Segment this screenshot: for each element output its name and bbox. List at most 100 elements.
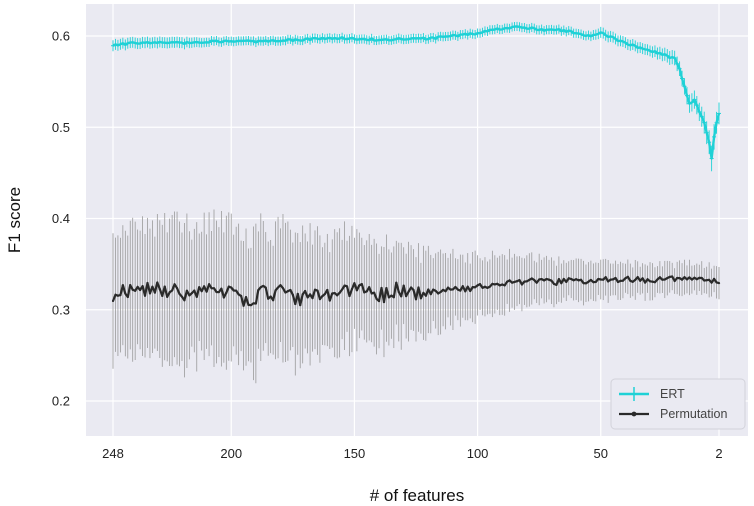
permutation-marker (232, 289, 235, 292)
permutation-marker (614, 276, 617, 280)
permutation-marker (432, 288, 435, 291)
permutation-marker (294, 302, 297, 306)
permutation-marker (587, 280, 590, 283)
permutation-marker (385, 286, 388, 290)
permutation-marker (557, 278, 560, 281)
permutation-marker (161, 294, 164, 298)
permutation-marker (141, 285, 144, 288)
permutation-marker (459, 289, 462, 292)
permutation-marker (259, 286, 262, 289)
permutation-marker (336, 294, 339, 297)
permutation-marker (545, 277, 548, 281)
permutation-marker (577, 279, 580, 282)
permutation-marker (387, 296, 391, 299)
permutation-marker (377, 299, 381, 303)
permutation-marker (579, 278, 583, 281)
permutation-marker (111, 299, 115, 303)
permutation-marker (666, 277, 669, 280)
permutation-marker (542, 279, 546, 282)
permutation-marker (316, 289, 319, 292)
permutation-marker (429, 293, 432, 296)
permutation-marker (163, 285, 166, 288)
permutation-marker (528, 278, 531, 281)
permutation-marker (508, 279, 511, 282)
permutation-marker (550, 279, 553, 282)
legend: ERT Permutation (610, 378, 746, 430)
permutation-marker (225, 291, 228, 294)
permutation-marker (239, 294, 243, 297)
permutation-marker (562, 277, 565, 281)
permutation-marker (171, 289, 174, 292)
x-tick-labels: 248 200 150 100 50 2 (102, 446, 722, 461)
permutation-marker (313, 288, 317, 291)
permutation-marker (299, 304, 302, 307)
permutation-marker (503, 284, 506, 287)
permutation-marker (328, 299, 331, 302)
permutation-marker (254, 302, 257, 305)
permutation-marker (395, 281, 398, 284)
y-axis-label: F1 score (5, 187, 24, 253)
permutation-marker (464, 290, 467, 293)
permutation-marker (518, 279, 521, 282)
permutation-marker (478, 283, 482, 286)
permutation-marker (200, 290, 203, 293)
permutation-marker (417, 286, 420, 289)
x-tick-label: 200 (220, 446, 242, 461)
permutation-marker (582, 282, 585, 285)
permutation-marker (284, 291, 287, 294)
permutation-marker (621, 279, 625, 282)
permutation-marker (648, 280, 652, 283)
permutation-marker (222, 296, 225, 299)
permutation-marker (427, 288, 430, 291)
permutation-marker (230, 286, 233, 289)
permutation-marker (405, 295, 408, 298)
legend-box (610, 378, 746, 430)
permutation-marker (634, 278, 637, 282)
permutation-marker (626, 275, 629, 278)
permutation-marker (407, 290, 410, 293)
permutation-marker (114, 293, 117, 296)
permutation-marker (365, 290, 368, 293)
permutation-marker (488, 285, 492, 288)
permutation-marker (466, 285, 469, 288)
permutation-marker (589, 278, 593, 282)
permutation-marker (444, 290, 447, 293)
permutation-marker (148, 292, 152, 295)
permutation-marker (247, 303, 250, 307)
permutation-marker (540, 278, 543, 281)
permutation-marker (434, 289, 437, 293)
permutation-marker (607, 280, 610, 283)
y-tick-label: 0.5 (52, 120, 70, 135)
permutation-marker (414, 298, 418, 301)
permutation-marker (146, 281, 149, 285)
permutation-marker (185, 289, 189, 292)
permutation-marker (683, 276, 686, 279)
permutation-marker (449, 288, 452, 291)
permutation-marker (126, 295, 129, 299)
y-tick-labels: 0.2 0.3 0.4 0.5 0.6 (52, 29, 70, 409)
permutation-marker (136, 285, 139, 288)
permutation-marker (402, 284, 405, 287)
permutation-marker (456, 288, 459, 291)
permutation-marker (451, 288, 455, 291)
permutation-marker (552, 282, 556, 286)
permutation-marker (203, 285, 206, 288)
permutation-marker (446, 286, 450, 289)
permutation-marker (129, 283, 132, 287)
permutation-marker (262, 284, 265, 288)
permutation-marker (624, 277, 627, 280)
permutation-marker (368, 286, 371, 289)
permutation-marker (437, 292, 440, 295)
x-tick-label: 150 (344, 446, 366, 461)
permutation-marker (291, 293, 294, 296)
permutation-marker (296, 292, 299, 296)
legend-marker-permutation (631, 411, 637, 417)
permutation-marker (119, 294, 122, 297)
permutation-marker (483, 285, 487, 288)
permutation-marker (572, 279, 575, 282)
permutation-marker (308, 293, 312, 296)
permutation-marker (306, 296, 309, 299)
permutation-marker (700, 276, 703, 280)
permutation-marker (594, 280, 597, 284)
